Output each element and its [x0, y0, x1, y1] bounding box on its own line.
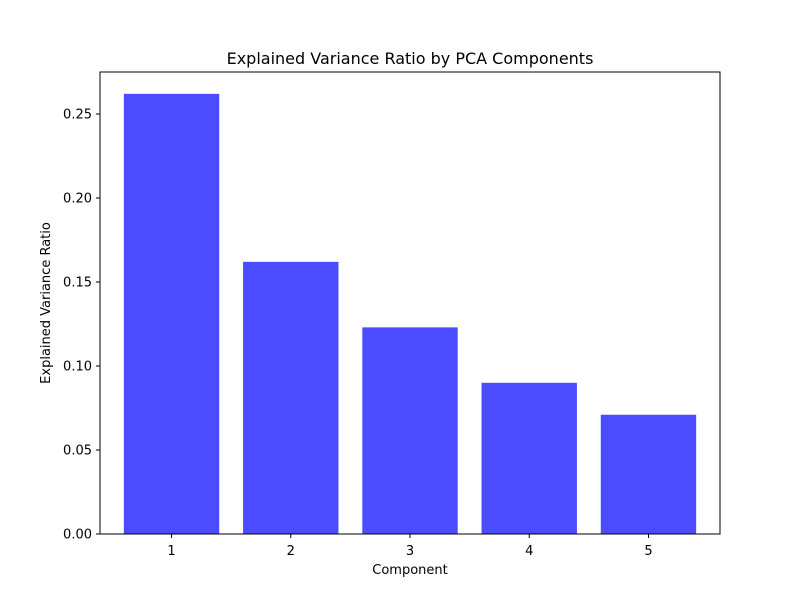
x-tick-label: 3 — [406, 544, 414, 559]
bar-component-1 — [123, 93, 220, 534]
y-tick-label: 0.15 — [63, 276, 92, 291]
bar-component-3 — [362, 327, 458, 534]
x-tick-label: 2 — [287, 544, 295, 559]
y-tick-label: 0.25 — [63, 108, 92, 123]
bar-component-4 — [481, 382, 577, 534]
y-axis-label: Explained Variance Ratio — [39, 222, 54, 384]
x-tick-label: 4 — [525, 544, 533, 559]
y-axis: 0.00 0.05 0.10 0.15 0.20 0.25 — [63, 108, 100, 543]
chart-title: Explained Variance Ratio by PCA Componen… — [227, 49, 594, 68]
y-tick-label: 0.05 — [63, 444, 92, 459]
x-tick-label: 5 — [644, 544, 652, 559]
y-tick-label: 0.20 — [63, 192, 92, 207]
x-tick-label: 1 — [167, 544, 175, 559]
y-tick-label: 0.10 — [63, 360, 92, 375]
x-axis-label: Component — [372, 563, 447, 578]
x-axis: 1 2 3 4 5 — [167, 534, 653, 559]
bar-component-5 — [600, 414, 697, 534]
bars-layer — [123, 93, 697, 534]
y-tick-label: 0.00 — [63, 528, 92, 543]
bar-component-2 — [243, 261, 339, 534]
